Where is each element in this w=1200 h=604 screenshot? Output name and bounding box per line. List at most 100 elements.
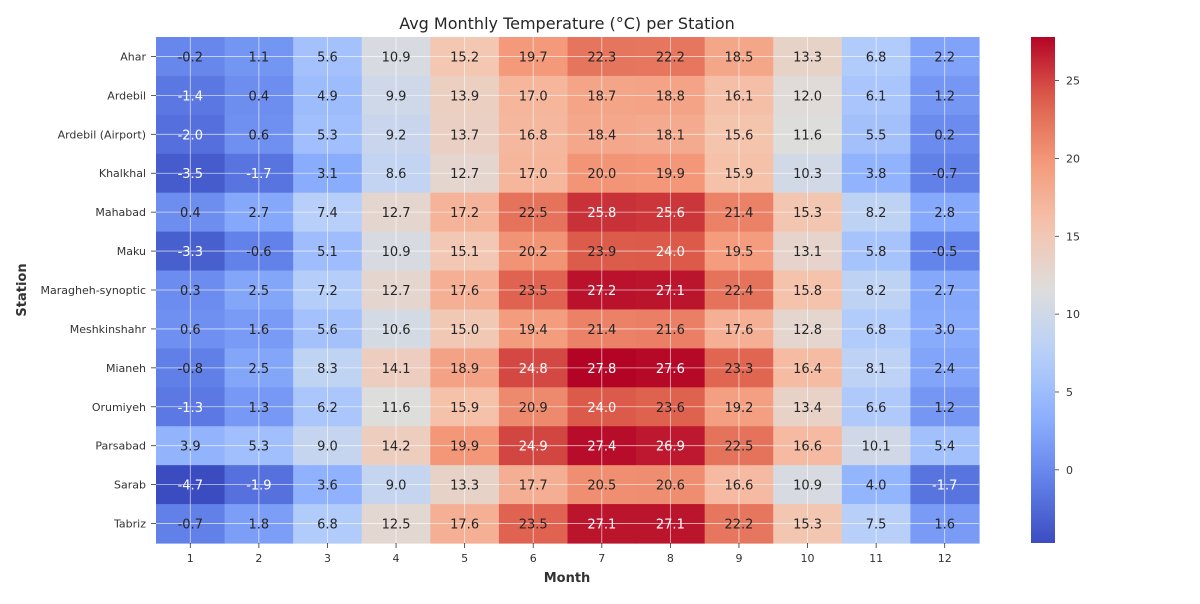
x-tick-label: 3	[324, 552, 331, 565]
cell-value-label: -1.7	[932, 479, 957, 494]
cell-value-label: 19.5	[724, 245, 753, 260]
cell-value-label: 13.1	[793, 245, 822, 260]
cell-value-label: 6.2	[317, 401, 338, 416]
cell-value-label: 1.2	[934, 401, 955, 416]
cell-value-label: 3.1	[317, 167, 338, 182]
cell-value-label: 0.6	[249, 128, 270, 143]
x-tick-label: 7	[598, 552, 605, 565]
y-tick-label: Ahar	[120, 50, 146, 63]
cell-value-label: 15.2	[450, 50, 479, 65]
cell-value-label: 17.0	[519, 167, 548, 182]
cell-value-label: 17.6	[724, 323, 753, 338]
cell-value-label: 18.5	[724, 50, 753, 65]
cell-value-label: 22.3	[587, 50, 616, 65]
cell-value-label: 10.9	[793, 479, 822, 494]
cell-value-label: 5.6	[317, 323, 338, 338]
cell-value-label: -1.9	[246, 479, 271, 494]
cell-value-label: 4.9	[317, 89, 338, 104]
cell-value-label: 15.8	[793, 284, 822, 299]
cell-value-label: 21.4	[587, 323, 616, 338]
chart-title: Avg Monthly Temperature (°C) per Station	[399, 14, 735, 33]
cell-value-label: 15.9	[450, 401, 479, 416]
cell-value-label: 18.4	[587, 128, 616, 143]
colorbar-tick-label: 5	[1066, 386, 1073, 399]
cell-value-label: 6.8	[866, 50, 887, 65]
cell-value-label: 19.9	[656, 167, 685, 182]
y-tick-labels: Ahar Ardebil Ardebil (Airport) Khalkhal Maha…	[41, 50, 156, 531]
cell-value-label: 23.3	[724, 362, 753, 377]
cell-value-label: 5.3	[249, 440, 270, 455]
cell-value-label: 6.1	[866, 89, 887, 104]
cell-value-label: 19.7	[519, 50, 548, 65]
cell-value-label: 23.6	[656, 401, 685, 416]
cell-value-label: 3.6	[317, 479, 338, 494]
cell-value-label: 1.1	[249, 50, 270, 65]
cell-value-label: 0.6	[180, 323, 201, 338]
cell-value-label: 17.7	[519, 479, 548, 494]
cell-value-label: 3.9	[180, 440, 201, 455]
y-tick-label: Khalkhal	[99, 167, 146, 180]
cell-value-label: 12.7	[450, 167, 479, 182]
cell-value-label: 24.8	[519, 362, 548, 377]
y-tick-label: Maragheh-synoptic	[41, 284, 147, 297]
cell-value-label: 2.5	[249, 362, 270, 377]
cell-value-label: -3.5	[178, 167, 203, 182]
y-axis-label: Station	[15, 263, 30, 316]
cell-value-label: 11.6	[793, 128, 822, 143]
cell-value-label: 19.2	[724, 401, 753, 416]
heatmap-gridlines	[156, 37, 979, 543]
cell-value-label: 22.4	[724, 284, 753, 299]
cell-value-label: 2.8	[934, 206, 955, 221]
cell-value-label: 27.6	[656, 362, 685, 377]
cell-value-label: 20.2	[519, 245, 548, 260]
cell-value-label: 1.6	[934, 518, 955, 533]
colorbar-tick-label: 20	[1066, 152, 1080, 165]
x-tick-label: 12	[938, 552, 952, 565]
cell-value-label: 15.0	[450, 323, 479, 338]
x-axis-label: Month	[544, 571, 591, 586]
cell-value-label: 20.5	[587, 479, 616, 494]
cell-value-label: 24.9	[519, 440, 548, 455]
cell-value-label: 23.5	[519, 284, 548, 299]
y-tick-label: Mianeh	[106, 362, 146, 375]
cell-value-label: 18.9	[450, 362, 479, 377]
cell-value-label: 4.0	[866, 479, 887, 494]
cell-value-label: 15.3	[793, 518, 822, 533]
cell-value-label: 18.1	[656, 128, 685, 143]
cell-value-label: 27.2	[587, 284, 616, 299]
cell-value-label: 22.5	[724, 440, 753, 455]
cell-value-label: 13.3	[450, 479, 479, 494]
colorbar: 0 5 10 15 20 25	[1031, 37, 1080, 543]
cell-value-label: 24.0	[656, 245, 685, 260]
cell-value-label: 12.0	[793, 89, 822, 104]
cell-value-label: 0.2	[934, 128, 955, 143]
cell-value-label: 27.8	[587, 362, 616, 377]
cell-value-label: 5.1	[317, 245, 338, 260]
cell-value-label: 16.6	[793, 440, 822, 455]
cell-value-label: 18.7	[587, 89, 616, 104]
cell-value-label: 16.8	[519, 128, 548, 143]
cell-value-label: 5.6	[317, 50, 338, 65]
cell-value-label: 8.3	[317, 362, 338, 377]
x-tick-label: 1	[187, 552, 194, 565]
colorbar-tick-label: 0	[1066, 464, 1073, 477]
cell-value-label: 14.2	[382, 440, 411, 455]
cell-value-label: 20.6	[656, 479, 685, 494]
cell-value-label: 6.8	[866, 323, 887, 338]
cell-value-label: 8.1	[866, 362, 887, 377]
y-tick-label: Sarab	[114, 479, 146, 492]
cell-value-label: -0.6	[246, 245, 271, 260]
cell-value-label: 21.4	[724, 206, 753, 221]
x-tick-labels: 1 2 3 4 5 6 7 8 9 10 11 12	[187, 543, 952, 565]
cell-value-label: 15.6	[724, 128, 753, 143]
cell-value-label: 16.1	[724, 89, 753, 104]
cell-value-label: 15.9	[724, 167, 753, 182]
cell-value-label: 16.4	[793, 362, 822, 377]
cell-value-label: 27.1	[587, 518, 616, 533]
cell-value-label: -1.7	[246, 167, 271, 182]
cell-value-label: 0.3	[180, 284, 201, 299]
cell-value-label: 9.2	[386, 128, 407, 143]
cell-value-label: 23.5	[519, 518, 548, 533]
